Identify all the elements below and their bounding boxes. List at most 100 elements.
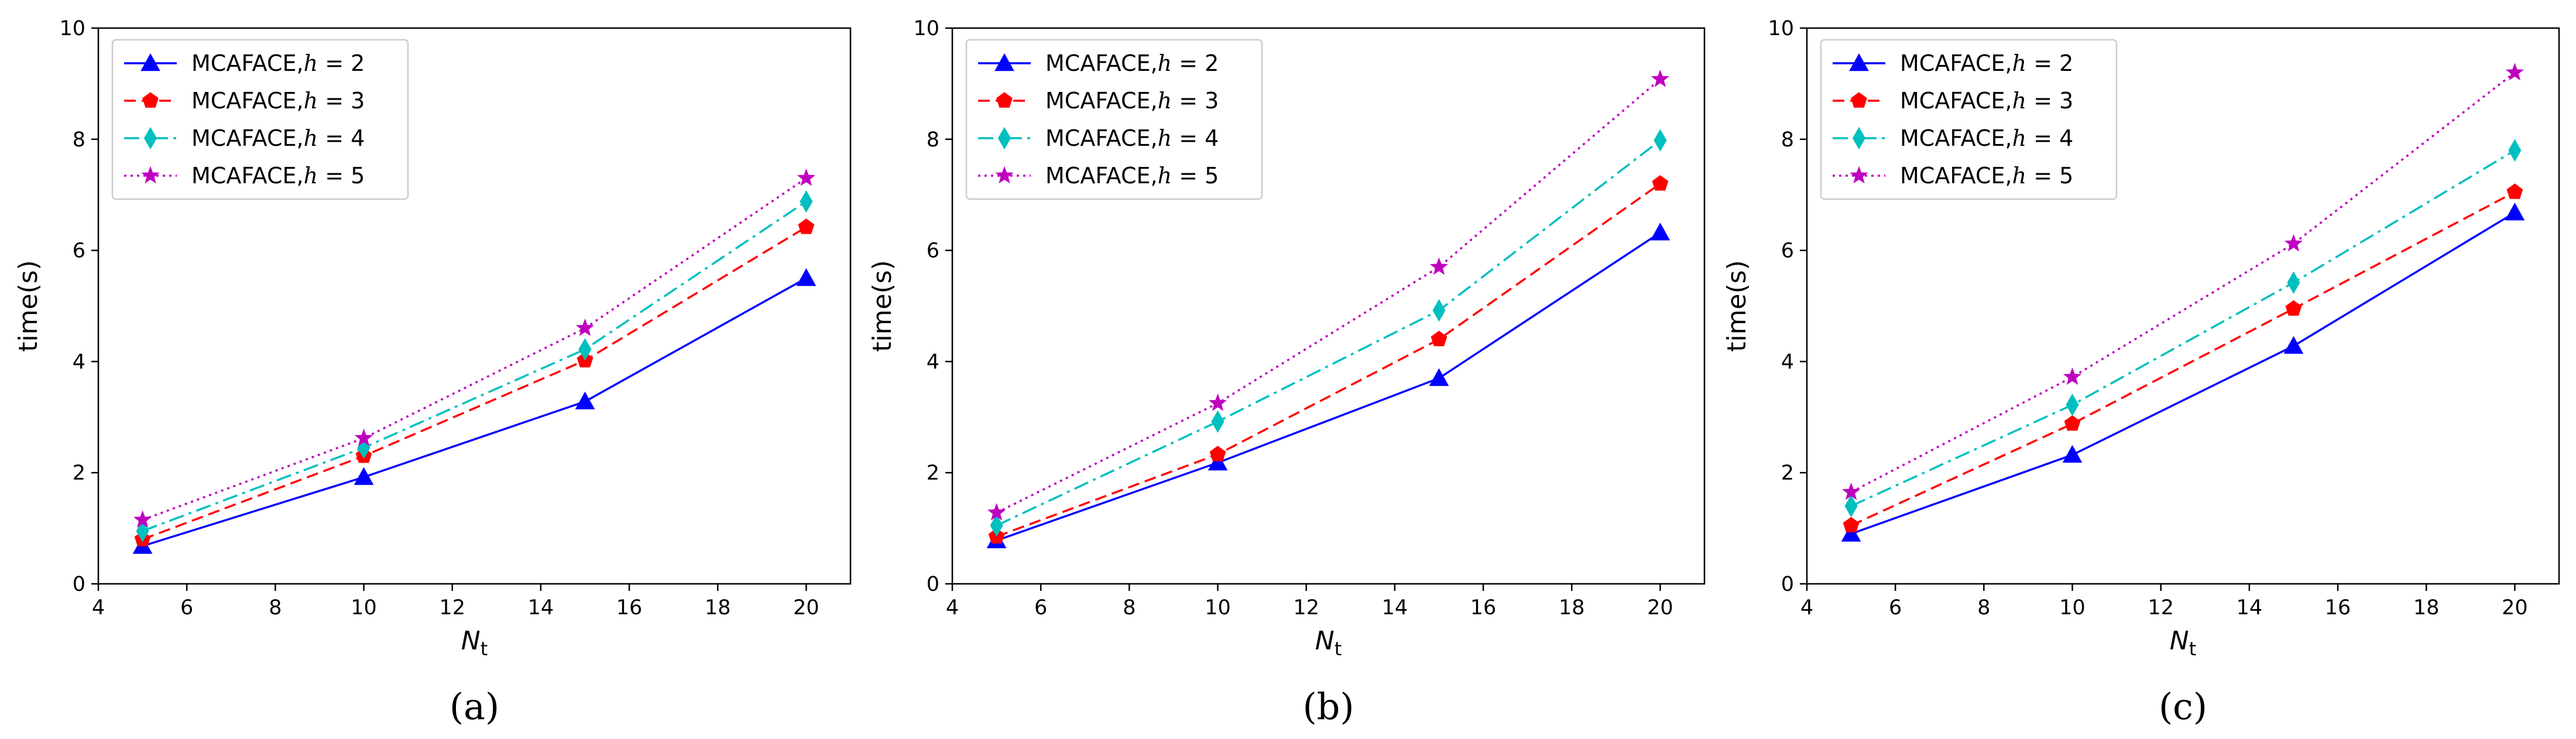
legend-label-h5: MCAFACE,h = 5 (191, 163, 365, 189)
data-point-h3 (2064, 415, 2081, 431)
data-point-h3 (1843, 516, 1860, 533)
data-point-h5 (2284, 234, 2303, 252)
legend-eq: = (2026, 163, 2059, 189)
x-axis-label: Nt (1315, 626, 1342, 660)
data-point-h5 (354, 428, 373, 446)
y-tick-label: 10 (1768, 17, 1794, 40)
x-tick-label: 16 (1470, 596, 1497, 620)
legend-eq: = (318, 125, 351, 151)
panel-caption: (c) (2159, 685, 2207, 728)
data-point-h5 (1429, 257, 1449, 275)
legend-prefix: MCAFACE, (191, 163, 304, 189)
y-axis-label: time(s) (1722, 260, 1752, 352)
legend-label-h4: MCAFACE,h = 4 (191, 125, 365, 151)
x-tick-label: 4 (946, 596, 959, 620)
legend-marker-h3 (1851, 92, 1867, 108)
series-line-h5 (996, 78, 1661, 514)
series-line-h4 (996, 139, 1661, 526)
legend-prefix: MCAFACE, (1900, 163, 2012, 189)
legend-prefix: MCAFACE, (1900, 88, 2012, 114)
y-tick-label: 0 (927, 573, 939, 596)
legend-box (111, 39, 409, 200)
legend-eq: = (1172, 88, 1205, 114)
legend-label-h4: MCAFACE,h = 4 (1045, 125, 1219, 151)
legend-marker-h3 (142, 92, 159, 108)
legend-value: 4 (351, 125, 365, 151)
legend-eq: = (2026, 125, 2059, 151)
series-line-h3 (1850, 191, 2516, 526)
legend-var: h (1158, 50, 1172, 76)
y-tick-label: 8 (927, 128, 939, 152)
y-tick-label: 8 (1781, 128, 1794, 152)
x-tick-label: 6 (1034, 596, 1047, 620)
legend-var: h (2012, 125, 2026, 151)
x-tick-label: 4 (92, 596, 105, 620)
legend-eq: = (2026, 50, 2059, 76)
legend-value: 5 (1205, 163, 1219, 189)
legend-eq: = (318, 50, 351, 76)
x-tick-label: 14 (528, 596, 554, 620)
legend-eq: = (318, 88, 351, 114)
x-tick-label: 18 (705, 596, 731, 620)
data-point-h2 (1208, 453, 1228, 471)
data-point-h2 (796, 268, 817, 286)
y-tick-label: 10 (913, 17, 939, 40)
data-point-h5 (2063, 367, 2082, 385)
x-tick-label: 20 (2502, 596, 2528, 620)
data-point-h2 (354, 467, 374, 485)
y-tick-label: 4 (1781, 350, 1794, 374)
legend-var: h (1158, 125, 1172, 151)
y-tick-label: 10 (59, 17, 85, 40)
legend-var: h (2012, 88, 2026, 114)
data-point-h4 (2508, 139, 2522, 162)
legend-value: 2 (351, 50, 365, 76)
legend-value: 2 (1205, 50, 1219, 76)
legend-label-h5: MCAFACE,h = 5 (1900, 163, 2073, 189)
legend-label-h2: MCAFACE,h = 2 (1900, 50, 2073, 76)
y-tick-label: 6 (1781, 240, 1794, 263)
data-point-h2 (2505, 203, 2525, 221)
series-line-h2 (996, 231, 1661, 542)
x-tick-label: 10 (351, 596, 377, 620)
legend-eq: = (1172, 125, 1205, 151)
legend-label-h3: MCAFACE,h = 3 (1045, 88, 1219, 114)
data-point-h2 (1841, 524, 1861, 542)
data-point-h2 (2062, 444, 2083, 463)
data-point-h5 (1208, 394, 1227, 411)
data-point-h3 (2285, 300, 2302, 316)
series-line-h4 (142, 200, 807, 532)
legend-eq: = (1172, 163, 1205, 189)
legend-prefix: MCAFACE, (191, 50, 304, 76)
x-tick-label: 6 (1889, 596, 1902, 620)
plot-frame (951, 27, 1706, 585)
data-point-h2 (575, 391, 595, 410)
data-point-h4 (800, 190, 813, 213)
x-axis-label: Nt (2170, 626, 2196, 660)
x-axis-label-sub: t (1335, 638, 1342, 660)
x-axis-label-main: N (461, 626, 481, 656)
x-axis-label-main: N (1315, 626, 1335, 656)
series-line-h3 (142, 226, 807, 540)
x-tick-label: 20 (793, 596, 819, 620)
y-tick-label: 2 (927, 461, 939, 485)
x-tick-label: 10 (2059, 596, 2086, 620)
legend-marker-h4 (143, 126, 157, 150)
data-point-h3 (1431, 330, 1448, 347)
legend-label-h4: MCAFACE,h = 4 (1900, 125, 2073, 151)
legend-box (965, 39, 1263, 200)
y-tick-label: 6 (927, 240, 939, 263)
x-tick-label: 4 (1800, 596, 1813, 620)
x-tick-label: 20 (1647, 596, 1673, 620)
data-point-h5 (575, 319, 595, 336)
legend-prefix: MCAFACE, (1045, 163, 1158, 189)
x-tick-label: 12 (2148, 596, 2174, 620)
legend-label-h3: MCAFACE,h = 3 (191, 88, 365, 114)
legend-value: 4 (1205, 125, 1219, 151)
y-tick-label: 4 (927, 350, 939, 374)
data-point-h4 (1211, 410, 1224, 433)
legend-var: h (2012, 50, 2026, 76)
data-point-h4 (2066, 394, 2079, 416)
